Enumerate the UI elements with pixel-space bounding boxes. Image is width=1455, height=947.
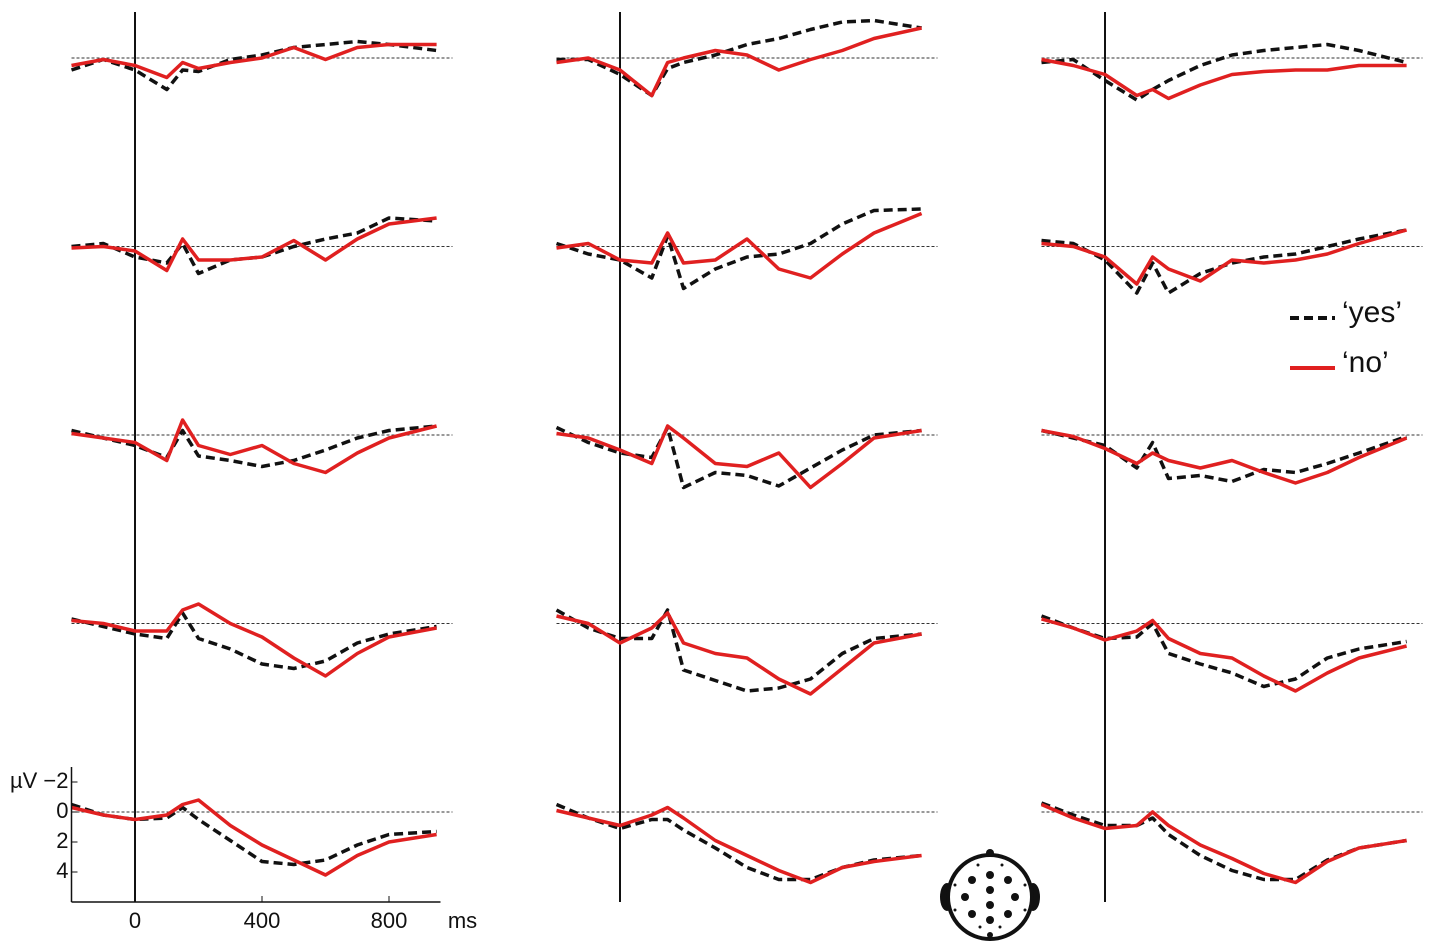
erp-line xyxy=(71,42,437,80)
erp-line xyxy=(1041,428,1408,485)
x-axis-label: ms xyxy=(448,908,477,933)
erp-line xyxy=(556,26,922,98)
legend: ‘yes’ ‘no’ xyxy=(1290,296,1402,379)
erp-line xyxy=(71,798,437,877)
erp-line xyxy=(1041,228,1408,286)
erp-line xyxy=(555,207,922,291)
erp-line xyxy=(1041,617,1408,693)
erp-line xyxy=(1041,42,1408,102)
erp-line xyxy=(1040,801,1407,882)
legend-label: ‘yes’ xyxy=(1342,296,1402,329)
erp-line xyxy=(556,611,922,696)
erp-line xyxy=(556,805,922,885)
y-tick-label: 4 xyxy=(56,858,68,883)
y-tick-label: 2 xyxy=(56,828,68,853)
erp-line xyxy=(71,602,437,678)
y-tick-label: −2 xyxy=(43,768,68,793)
x-tick-label: 0 xyxy=(129,908,141,933)
erp-line xyxy=(1041,228,1407,295)
erp-line xyxy=(1041,428,1408,484)
erp-line xyxy=(1040,802,1407,885)
erp-line xyxy=(1040,614,1407,689)
erp-line xyxy=(555,608,922,693)
erp-line xyxy=(71,424,437,469)
erp-line xyxy=(71,216,437,273)
erp-line xyxy=(555,425,922,490)
erp-line xyxy=(556,211,923,280)
legend-label: ‘no’ xyxy=(1342,346,1389,379)
erp-line xyxy=(71,611,437,671)
erp-line xyxy=(555,802,922,882)
x-tick-label: 800 xyxy=(371,908,408,933)
head-icon xyxy=(940,849,1040,941)
erp-line xyxy=(71,418,438,475)
y-tick-label: 0 xyxy=(56,798,68,823)
erp-line xyxy=(70,802,437,867)
erp-line xyxy=(556,18,922,98)
y-axis-label: µV xyxy=(10,768,38,793)
x-tick-label: 400 xyxy=(244,908,281,933)
erp-line xyxy=(556,424,922,490)
erp-line xyxy=(71,216,437,276)
erp-line xyxy=(1041,57,1407,101)
